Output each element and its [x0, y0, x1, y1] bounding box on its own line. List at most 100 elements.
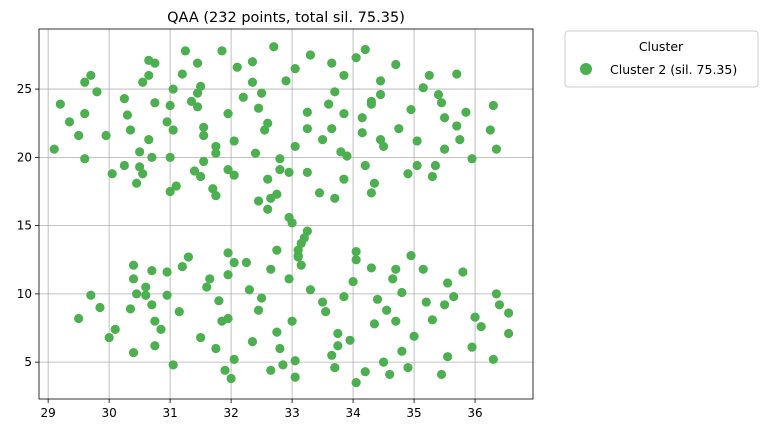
data-point	[192, 58, 203, 68]
data-point	[165, 152, 175, 162]
data-point	[436, 98, 447, 108]
data-point	[174, 307, 184, 317]
data-point	[284, 167, 294, 177]
data-point	[263, 204, 273, 214]
data-point	[141, 290, 151, 300]
data-point	[321, 307, 331, 317]
data-point	[488, 100, 498, 111]
data-point	[80, 77, 90, 87]
data-point	[467, 342, 477, 352]
data-point	[131, 178, 142, 188]
data-point	[107, 169, 117, 179]
data-point	[162, 117, 172, 127]
data-point	[412, 136, 422, 146]
data-point	[360, 44, 370, 55]
data-point	[443, 352, 453, 362]
data-point	[302, 124, 312, 134]
data-point	[202, 282, 212, 292]
data-point	[302, 107, 312, 117]
x-tick-label: 33	[284, 406, 299, 420]
data-point	[275, 165, 285, 175]
data-point	[138, 169, 148, 179]
data-point	[74, 313, 84, 324]
legend-label: Cluster 2 (sil. 75.35)	[610, 62, 737, 77]
data-point	[144, 70, 154, 81]
data-point	[80, 109, 90, 119]
data-point	[305, 285, 315, 295]
data-point	[135, 147, 145, 157]
data-point	[147, 266, 157, 276]
data-point	[317, 134, 328, 145]
data-point	[369, 319, 380, 329]
data-point	[150, 98, 160, 108]
data-point	[504, 328, 514, 339]
data-point	[391, 264, 401, 274]
data-point	[138, 77, 148, 87]
legend-box	[564, 30, 759, 88]
x-tick-label: 34	[345, 406, 360, 420]
data-point	[339, 109, 349, 119]
data-point	[491, 144, 502, 154]
data-point	[330, 362, 340, 373]
data-point	[211, 141, 221, 152]
data-point	[375, 89, 386, 100]
legend-title: Cluster	[639, 39, 684, 54]
legend[interactable]: Cluster Cluster 2 (sil. 75.35)	[564, 30, 759, 88]
data-point	[290, 356, 300, 366]
data-point	[348, 276, 358, 287]
data-point	[266, 264, 276, 274]
data-point	[281, 76, 291, 86]
data-point	[110, 324, 120, 334]
data-point	[168, 360, 178, 370]
data-point	[64, 117, 75, 127]
data-point	[488, 354, 498, 365]
data-point	[272, 189, 282, 199]
data-point	[366, 188, 376, 198]
data-point	[418, 264, 428, 274]
data-point	[418, 83, 428, 93]
data-point	[128, 274, 139, 284]
data-point	[162, 267, 172, 277]
data-point	[409, 331, 419, 341]
data-point	[156, 324, 166, 334]
data-point	[80, 154, 90, 164]
data-point	[86, 70, 96, 81]
data-point	[449, 292, 459, 302]
data-point	[223, 109, 233, 119]
data-point	[211, 343, 221, 354]
data-point	[339, 292, 349, 302]
data-point	[391, 59, 401, 70]
data-point	[217, 46, 227, 56]
x-tick-label: 32	[223, 406, 238, 420]
data-point	[229, 170, 239, 180]
data-point	[430, 160, 441, 171]
data-point	[278, 360, 288, 370]
data-point	[403, 362, 413, 373]
data-point	[257, 88, 267, 98]
data-point	[485, 125, 495, 135]
data-point	[104, 332, 114, 343]
data-point	[452, 121, 462, 131]
data-point	[290, 141, 300, 152]
y-tick-label: 15	[17, 219, 32, 233]
scatter-points	[49, 42, 514, 388]
data-point	[272, 245, 282, 255]
x-tick-label: 30	[101, 406, 116, 420]
data-point	[327, 58, 337, 68]
data-point	[421, 297, 431, 307]
data-point	[290, 372, 300, 382]
data-point	[125, 125, 136, 135]
legend-marker	[580, 63, 592, 75]
data-point	[287, 218, 297, 228]
data-point	[360, 160, 370, 171]
data-point	[165, 186, 175, 197]
data-point	[241, 257, 251, 268]
data-point	[269, 42, 279, 52]
data-point	[397, 287, 407, 298]
data-point	[247, 57, 258, 67]
data-point	[305, 50, 315, 60]
y-tick-label: 25	[17, 82, 32, 96]
data-point	[55, 99, 65, 109]
data-point	[412, 160, 422, 171]
data-point	[290, 63, 300, 74]
